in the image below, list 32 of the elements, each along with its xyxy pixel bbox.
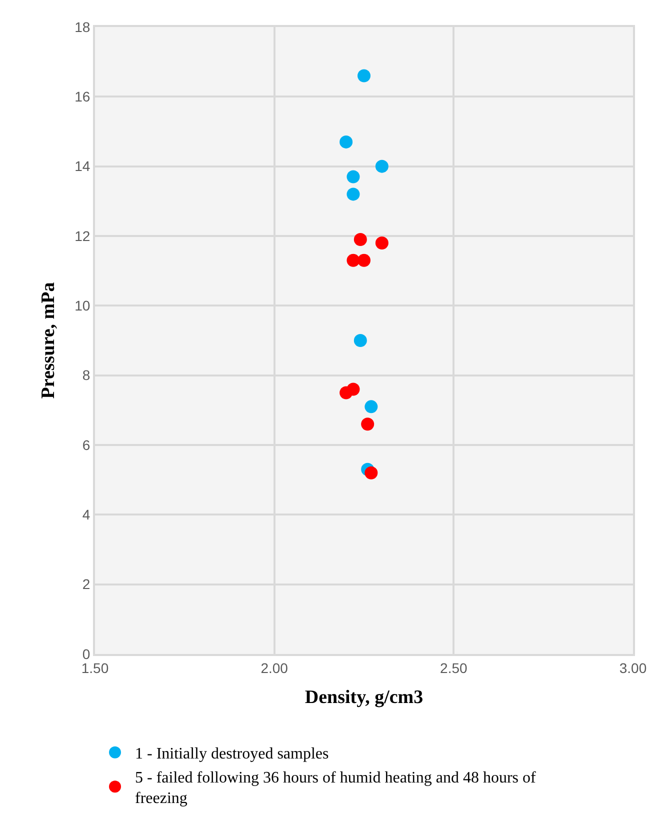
x-tick-label: 3.00 (619, 660, 647, 676)
point (358, 254, 370, 267)
x-tick-label: 1.50 (81, 660, 109, 676)
x-tick-label: 2.50 (440, 660, 468, 676)
point (358, 69, 370, 82)
y-tick-label: 6 (82, 436, 90, 453)
y-tick-label: 8 (82, 367, 90, 384)
legend-label: 5 - failed following 36 hours of humid heating and 48 hours of freezing (135, 769, 536, 808)
y-axis-title: Pressure, mPa (38, 282, 59, 399)
point (364, 466, 378, 480)
y-tick-label: 12 (74, 228, 90, 244)
point (346, 170, 360, 184)
y-tick-label: 10 (74, 298, 90, 314)
x-axis-title: Density, g/cm3 (304, 687, 424, 708)
point (346, 254, 360, 267)
x-tick-label: 2.00 (260, 660, 288, 676)
y-tick-label: 16 (74, 88, 90, 105)
y-tick-label: 18 (74, 18, 90, 35)
y-tick-label: 14 (74, 158, 90, 174)
y-tick-label: 2 (82, 576, 90, 592)
point (364, 400, 378, 414)
point (361, 418, 374, 431)
point (375, 236, 388, 250)
y-tick-label: 4 (82, 506, 90, 523)
point (346, 382, 360, 396)
y-tick-label: 0 (82, 646, 90, 662)
point (354, 232, 367, 246)
point (375, 160, 388, 173)
point (346, 188, 360, 201)
point (340, 135, 353, 148)
point (354, 334, 367, 347)
legend-label: 1 - Initially destroyed samples (135, 746, 329, 763)
